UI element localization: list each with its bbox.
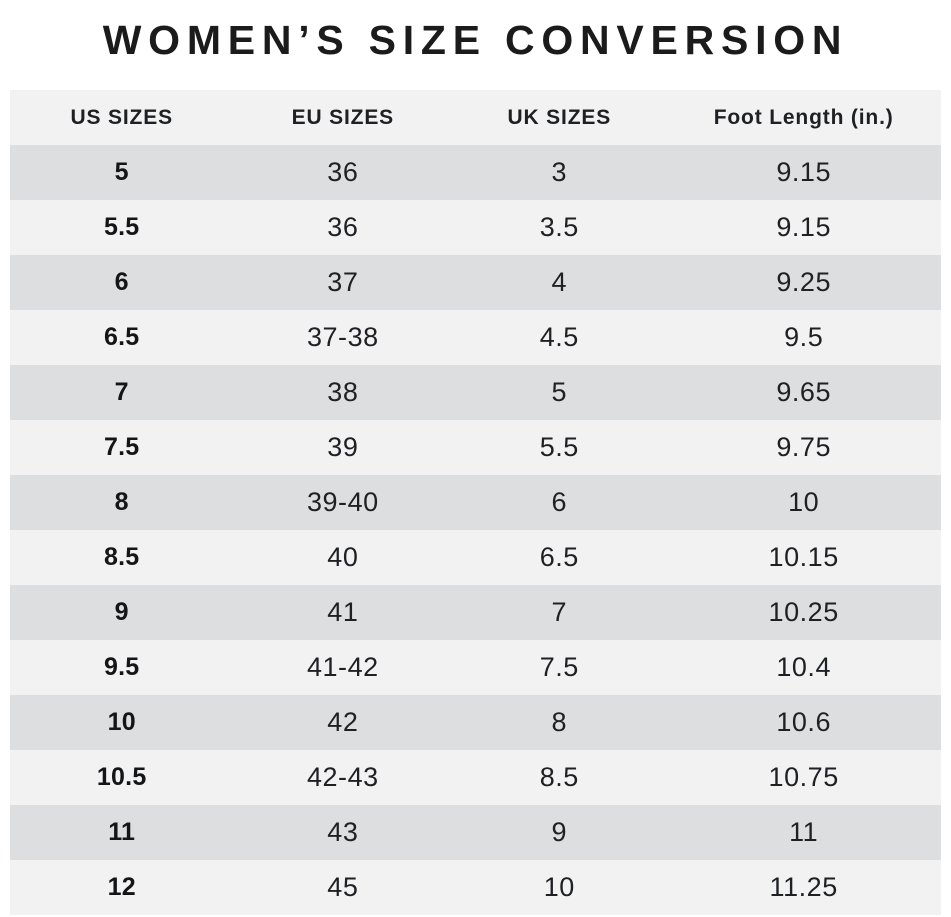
cell-eu: 40 <box>233 530 453 585</box>
column-header-foot-length: Foot Length (in.) <box>666 90 941 145</box>
cell-us: 10.5 <box>10 750 234 805</box>
cell-eu: 39 <box>233 420 453 475</box>
table-row: 10 42 8 10.6 <box>10 695 941 750</box>
table-row: 7.5 39 5.5 9.75 <box>10 420 941 475</box>
cell-us: 7.5 <box>10 420 234 475</box>
cell-foot: 10.15 <box>666 530 941 585</box>
cell-eu: 45 <box>233 860 453 915</box>
cell-eu: 41-42 <box>233 640 453 695</box>
cell-uk: 6 <box>452 475 667 530</box>
cell-us: 12 <box>10 860 234 915</box>
cell-uk: 9 <box>452 805 667 860</box>
cell-foot: 9.65 <box>666 365 941 420</box>
cell-foot: 10 <box>666 475 941 530</box>
cell-us: 6.5 <box>10 310 234 365</box>
table-row: 10.5 42-43 8.5 10.75 <box>10 750 941 805</box>
table-row: 8.5 40 6.5 10.15 <box>10 530 941 585</box>
table-header-row: US SIZES EU SIZES UK SIZES Foot Length (… <box>10 90 941 145</box>
cell-foot: 9.5 <box>666 310 941 365</box>
table-row: 5.5 36 3.5 9.15 <box>10 200 941 255</box>
cell-eu: 42-43 <box>233 750 453 805</box>
cell-uk: 4 <box>452 255 667 310</box>
cell-uk: 7.5 <box>452 640 667 695</box>
cell-foot: 10.4 <box>666 640 941 695</box>
cell-foot: 10.6 <box>666 695 941 750</box>
cell-eu: 43 <box>233 805 453 860</box>
table-row: 6 37 4 9.25 <box>10 255 941 310</box>
cell-eu: 42 <box>233 695 453 750</box>
cell-us: 10 <box>10 695 234 750</box>
cell-uk: 10 <box>452 860 667 915</box>
cell-foot: 9.15 <box>666 200 941 255</box>
cell-us: 9 <box>10 585 234 640</box>
cell-uk: 4.5 <box>452 310 667 365</box>
table-row: 9 41 7 10.25 <box>10 585 941 640</box>
cell-foot: 9.15 <box>666 145 941 200</box>
cell-foot: 9.75 <box>666 420 941 475</box>
size-conversion-table: US SIZES EU SIZES UK SIZES Foot Length (… <box>10 90 941 915</box>
cell-uk: 6.5 <box>452 530 667 585</box>
cell-uk: 3.5 <box>452 200 667 255</box>
cell-eu: 36 <box>233 145 453 200</box>
cell-uk: 5.5 <box>452 420 667 475</box>
table-row: 11 43 9 11 <box>10 805 941 860</box>
table-row: 5 36 3 9.15 <box>10 145 941 200</box>
cell-eu: 39-40 <box>233 475 453 530</box>
column-header-eu-sizes: EU SIZES <box>233 90 453 145</box>
cell-foot: 10.75 <box>666 750 941 805</box>
cell-uk: 3 <box>452 145 667 200</box>
cell-eu: 37 <box>233 255 453 310</box>
table-body: 5 36 3 9.15 5.5 36 3.5 9.15 6 37 4 9.25 6.5 37-38 4.5 9… <box>10 145 941 915</box>
cell-us: 8 <box>10 475 234 530</box>
cell-us: 9.5 <box>10 640 234 695</box>
cell-us: 6 <box>10 255 234 310</box>
column-header-us-sizes: US SIZES <box>10 90 234 145</box>
cell-eu: 38 <box>233 365 453 420</box>
cell-uk: 8.5 <box>452 750 667 805</box>
cell-foot: 11.25 <box>666 860 941 915</box>
page-title: WOMEN’S SIZE CONVERSION <box>102 17 849 63</box>
cell-foot: 9.25 <box>666 255 941 310</box>
table-row: 7 38 5 9.65 <box>10 365 941 420</box>
table-row: 9.5 41-42 7.5 10.4 <box>10 640 941 695</box>
cell-us: 5 <box>10 145 234 200</box>
cell-foot: 10.25 <box>666 585 941 640</box>
cell-uk: 5 <box>452 365 667 420</box>
cell-eu: 36 <box>233 200 453 255</box>
cell-us: 5.5 <box>10 200 234 255</box>
cell-us: 7 <box>10 365 234 420</box>
cell-eu: 37-38 <box>233 310 453 365</box>
cell-eu: 41 <box>233 585 453 640</box>
cell-us: 8.5 <box>10 530 234 585</box>
table-row: 12 45 10 11.25 <box>10 860 941 915</box>
cell-us: 11 <box>10 805 234 860</box>
cell-foot: 11 <box>666 805 941 860</box>
cell-uk: 8 <box>452 695 667 750</box>
table-row: 8 39-40 6 10 <box>10 475 941 530</box>
table-row: 6.5 37-38 4.5 9.5 <box>10 310 941 365</box>
column-header-uk-sizes: UK SIZES <box>452 90 667 145</box>
cell-uk: 7 <box>452 585 667 640</box>
